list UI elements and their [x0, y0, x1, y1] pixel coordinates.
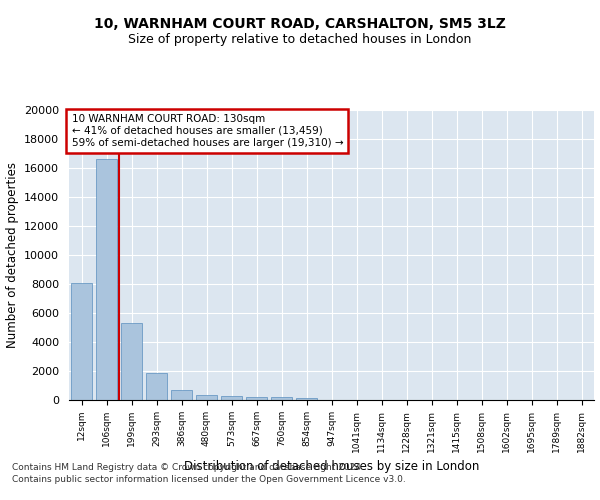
Text: Contains public sector information licensed under the Open Government Licence v3: Contains public sector information licen…	[12, 475, 406, 484]
Bar	[221, 396, 242, 400]
Text: Size of property relative to detached houses in London: Size of property relative to detached ho…	[128, 32, 472, 46]
Y-axis label: Number of detached properties: Number of detached properties	[5, 162, 19, 348]
Bar	[246, 396, 267, 400]
Bar	[146, 373, 167, 400]
Bar	[196, 395, 217, 400]
Text: 10, WARNHAM COURT ROAD, CARSHALTON, SM5 3LZ: 10, WARNHAM COURT ROAD, CARSHALTON, SM5 …	[94, 18, 506, 32]
Bar	[296, 398, 317, 400]
Text: 10 WARNHAM COURT ROAD: 130sqm
← 41% of detached houses are smaller (13,459)
59% : 10 WARNHAM COURT ROAD: 130sqm ← 41% of d…	[71, 114, 343, 148]
Bar	[121, 323, 142, 400]
Bar	[271, 397, 292, 400]
Bar	[96, 160, 117, 400]
Bar	[171, 390, 192, 400]
X-axis label: Distribution of detached houses by size in London: Distribution of detached houses by size …	[184, 460, 479, 473]
Text: Contains HM Land Registry data © Crown copyright and database right 2024.: Contains HM Land Registry data © Crown c…	[12, 462, 364, 471]
Bar	[71, 282, 92, 400]
